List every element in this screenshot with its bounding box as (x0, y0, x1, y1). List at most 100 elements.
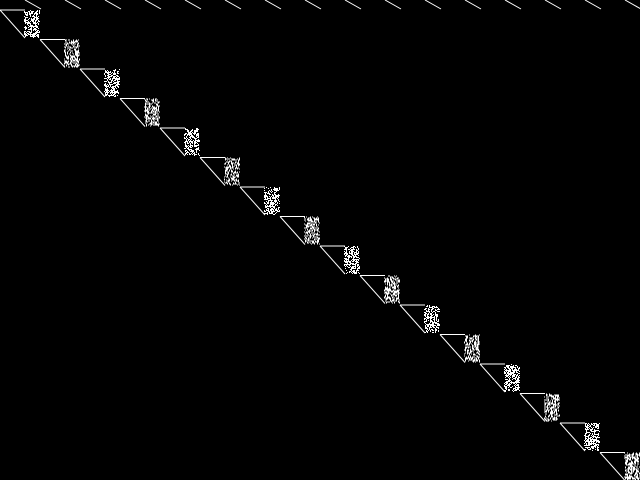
noise-pixel (554, 411, 555, 413)
noise-pixel (270, 199, 271, 200)
noise-pixel (351, 249, 352, 250)
noise-pixel (438, 328, 439, 329)
noise-pixel (78, 65, 79, 67)
noise-pixel (514, 390, 515, 391)
noise-pixel (465, 335, 466, 337)
noise-pixel (554, 406, 555, 408)
noise-pixel (110, 72, 111, 73)
noise-pixel (474, 360, 475, 362)
noise-pixel (310, 222, 311, 224)
noise-pixel (188, 133, 189, 134)
noise-pixel (26, 27, 27, 28)
noise-pixel (514, 367, 515, 368)
noise-pixel (396, 295, 397, 297)
noise-pixel (358, 248, 359, 249)
noise-pixel (225, 157, 226, 159)
noise-pixel (392, 287, 393, 289)
noise-pixel (29, 13, 30, 14)
noise-pixel (156, 106, 157, 108)
noise-pixel (392, 280, 393, 282)
noise-pixel (72, 47, 73, 49)
noise-pixel (634, 474, 635, 476)
noise-pixel (35, 26, 36, 27)
noise-pixel (390, 299, 391, 301)
noise-pixel (265, 203, 266, 204)
noise-pixel (399, 281, 400, 283)
noise-pixel (76, 65, 77, 67)
noise-pixel (435, 329, 436, 330)
noise-pixel (272, 198, 273, 199)
noise-pixel (27, 35, 28, 36)
noise-pixel (34, 26, 35, 27)
noise-pixel (69, 42, 70, 44)
noise-pixel (588, 438, 589, 439)
noise-pixel (158, 125, 159, 127)
noise-pixel (317, 242, 318, 244)
noise-pixel (27, 14, 28, 15)
noise-pixel (545, 402, 546, 404)
noise-pixel (507, 372, 508, 373)
noise-pixel (588, 447, 589, 448)
noise-pixel (426, 320, 427, 321)
noise-pixel (510, 377, 511, 378)
noise-pixel (269, 213, 270, 214)
noise-pixel (424, 321, 425, 322)
noise-pixel (159, 105, 160, 107)
noise-pixel (477, 348, 478, 350)
noise-pixel (315, 218, 316, 220)
noise-pixel (505, 384, 506, 385)
noise-pixel (317, 233, 318, 235)
noise-pixel (36, 32, 37, 33)
noise-pixel (508, 384, 509, 385)
noise-pixel (147, 112, 148, 114)
noise-pixel (398, 292, 399, 294)
noise-pixel (107, 86, 108, 87)
noise-pixel (318, 237, 319, 239)
noise-pixel (273, 196, 274, 197)
noise-pixel (38, 20, 39, 21)
noise-pixel (433, 325, 434, 326)
noise-pixel (631, 473, 632, 475)
noise-pixel (37, 35, 38, 36)
noise-pixel (318, 221, 319, 223)
noise-pixel (474, 342, 475, 344)
noise-pixel (310, 225, 311, 227)
noise-pixel (590, 441, 591, 442)
noise-pixel (157, 113, 158, 115)
noise-pixel (554, 398, 555, 400)
noise-pixel (635, 458, 636, 460)
noise-pixel (312, 225, 313, 227)
noise-pixel (65, 53, 66, 55)
noise-pixel (115, 92, 116, 93)
noise-pixel (304, 216, 305, 218)
noise-pixel (478, 358, 479, 360)
noise-pixel (359, 268, 360, 269)
noise-pixel (355, 261, 356, 262)
noise-pixel (185, 142, 186, 143)
noise-pixel (637, 470, 638, 472)
noise-pixel (114, 70, 115, 71)
noise-block (104, 69, 120, 97)
noise-pixel (593, 423, 594, 424)
noise-pixel (68, 58, 69, 60)
noise-pixel (155, 116, 156, 118)
noise-pixel (347, 266, 348, 267)
noise-pixel (598, 437, 599, 438)
noise-pixel (359, 258, 360, 259)
noise-pixel (625, 469, 626, 471)
noise-pixel (424, 312, 425, 313)
noise-pixel (154, 107, 155, 109)
stair-step (359, 275, 400, 304)
noise-pixel (477, 351, 478, 353)
noise-pixel (508, 380, 509, 381)
noise-pixel (634, 458, 635, 460)
noise-pixel (586, 438, 587, 439)
noise-pixel (588, 439, 589, 440)
noise-pixel (476, 346, 477, 348)
noise-pixel (156, 107, 157, 109)
noise-pixel (597, 437, 598, 438)
noise-pixel (396, 291, 397, 293)
noise-pixel (117, 83, 118, 84)
noise-pixel (237, 175, 238, 177)
noise-pixel (315, 238, 316, 240)
